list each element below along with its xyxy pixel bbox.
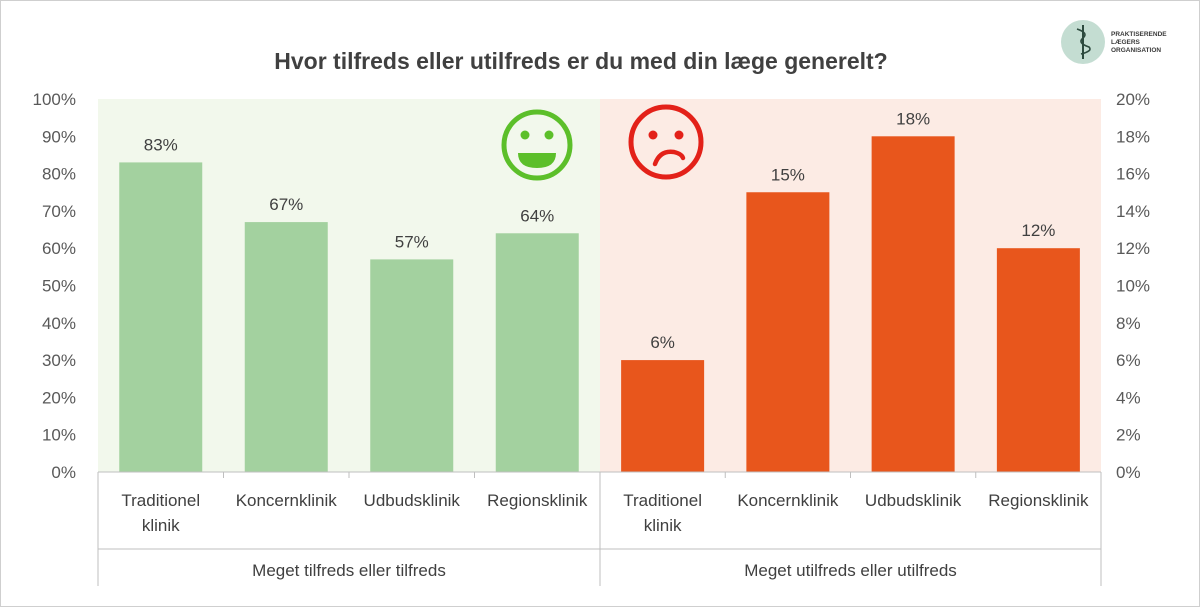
left-tick-label: 70% — [42, 202, 76, 221]
left-axis-ticks: 0% 10% 20% 30% 40% 50% 60% 70% 80% 90% 100% — [33, 90, 76, 482]
bar — [621, 360, 705, 472]
logo-line-1: PRAKTISERENDE — [1111, 31, 1167, 38]
left-tick-label: 30% — [42, 351, 76, 370]
category-label: Udbudsklinik — [364, 491, 461, 510]
bar — [996, 248, 1080, 472]
category-label: Traditionel — [121, 491, 200, 510]
bars — [119, 136, 1080, 473]
right-tick-label: 14% — [1116, 202, 1150, 221]
bar — [370, 259, 454, 472]
category-label: Traditionel — [623, 491, 702, 510]
group-label: Meget utilfreds eller utilfreds — [744, 561, 957, 580]
right-axis-ticks: 0% 2% 4% 6% 8% 10% 12% 14% 16% 18% 20% — [1116, 90, 1150, 482]
right-tick-label: 12% — [1116, 239, 1150, 258]
staff-of-asclepius-icon — [1076, 25, 1091, 59]
left-tick-label: 100% — [33, 90, 76, 109]
right-tick-label: 0% — [1116, 463, 1141, 482]
plo-logo: PRAKTISERENDE LÆGERS ORGANISATION — [1061, 20, 1167, 64]
right-tick-label: 8% — [1116, 314, 1141, 333]
category-label: klinik — [142, 516, 180, 535]
right-tick-label: 2% — [1116, 426, 1141, 445]
category-label: Koncernklinik — [236, 491, 338, 510]
data-label: 57% — [395, 232, 429, 251]
logo-line-2: LÆGERS — [1111, 39, 1141, 46]
left-tick-label: 10% — [42, 426, 76, 445]
category-label: Udbudsklinik — [865, 491, 962, 510]
right-tick-label: 4% — [1116, 388, 1141, 407]
value-labels: 83% 67% 57% 64% 6% 15% 18% 12% — [144, 109, 1056, 352]
right-tick-label: 20% — [1116, 90, 1150, 109]
data-label: 15% — [771, 165, 805, 184]
bar — [871, 136, 955, 473]
bar — [119, 162, 203, 472]
data-label: 64% — [520, 206, 554, 225]
category-label: Regionsklinik — [487, 491, 588, 510]
group-label: Meget tilfreds eller tilfreds — [252, 561, 446, 580]
category-label: Regionsklinik — [988, 491, 1089, 510]
bar — [746, 192, 830, 472]
group-labels: Meget tilfreds eller tilfreds Meget utilf… — [252, 561, 957, 580]
happy-smiley-icon — [501, 109, 573, 181]
category-label: Koncernklinik — [737, 491, 839, 510]
bar — [244, 222, 328, 472]
left-tick-label: 40% — [42, 314, 76, 333]
left-tick-label: 60% — [42, 239, 76, 258]
category-labels: Traditionel klinik Koncernklinik Udbudsklin… — [121, 491, 1089, 535]
left-tick-label: 90% — [42, 127, 76, 146]
chart-title: Hvor tilfreds eller utilfreds er du med … — [274, 48, 887, 74]
data-label: 18% — [896, 109, 930, 128]
category-axis — [97, 471, 1102, 586]
category-label: klinik — [644, 516, 682, 535]
data-label: 12% — [1021, 221, 1055, 240]
right-tick-label: 10% — [1116, 277, 1150, 296]
left-tick-label: 80% — [42, 165, 76, 184]
right-tick-label: 6% — [1116, 351, 1141, 370]
right-tick-label: 16% — [1116, 165, 1150, 184]
left-tick-label: 50% — [42, 277, 76, 296]
data-label: 6% — [650, 333, 675, 352]
left-tick-label: 0% — [51, 463, 76, 482]
data-label: 67% — [269, 195, 303, 214]
data-label: 83% — [144, 135, 178, 154]
bar — [495, 233, 579, 472]
right-tick-label: 18% — [1116, 127, 1150, 146]
logo-line-3: ORGANISATION — [1111, 47, 1161, 54]
left-tick-label: 20% — [42, 388, 76, 407]
sad-smiley-icon — [628, 104, 704, 180]
